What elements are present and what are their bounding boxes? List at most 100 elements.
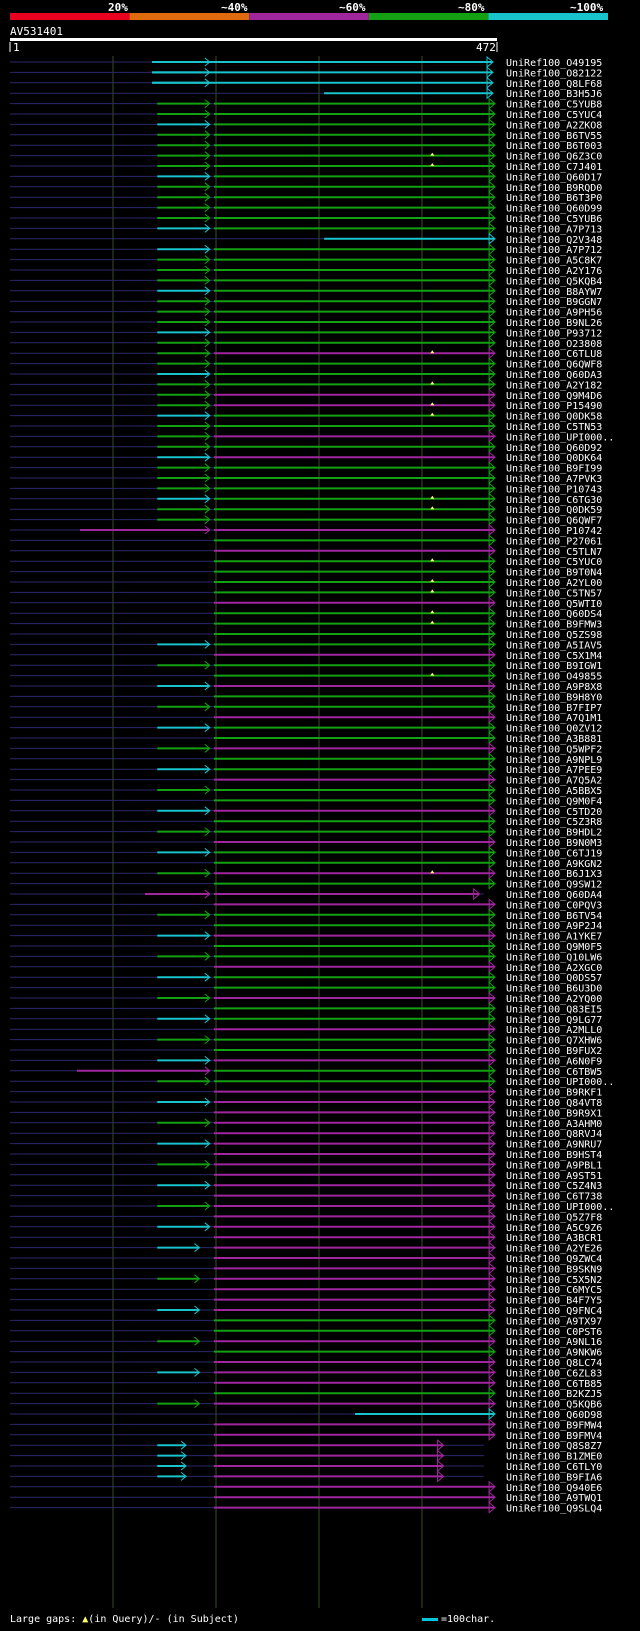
hit-label[interactable]: UniRef100_Q5KQB6 xyxy=(506,1400,602,1411)
hit-row[interactable]: UniRef100_C5TLN7 xyxy=(10,544,602,558)
hit-label[interactable]: UniRef100_C7J401 xyxy=(506,162,602,173)
hit-row[interactable]: UniRef100_Q6Z3C0 xyxy=(10,149,602,163)
hit-row[interactable]: UniRef100_B6U3D0 xyxy=(10,981,602,995)
hit-label[interactable]: UniRef100_Q0ZV12 xyxy=(506,724,602,735)
hit-row[interactable]: UniRef100_B9NL26 xyxy=(10,315,602,329)
hit-label[interactable]: UniRef100_O23808 xyxy=(506,339,602,350)
hit-row[interactable]: UniRef100_C0PQV3 xyxy=(10,898,602,911)
hit-label[interactable]: UniRef100_C6TB85 xyxy=(506,1379,602,1390)
hit-label[interactable]: UniRef100_Q5KQB4 xyxy=(506,276,602,287)
hit-row[interactable]: UniRef100_Q0DK59 xyxy=(10,503,602,516)
hit-row[interactable]: UniRef100_A9KGN2 xyxy=(10,856,602,870)
hit-row[interactable]: UniRef100_A2Y176 xyxy=(10,263,602,277)
hit-row[interactable]: UniRef100_B9IGW1 xyxy=(10,659,602,672)
hit-label[interactable]: UniRef100_C6TG30 xyxy=(506,495,602,506)
hit-row[interactable]: UniRef100_A6N0F9 xyxy=(10,1054,602,1067)
hit-label[interactable]: UniRef100_B9H8Y0 xyxy=(506,692,602,703)
hit-label[interactable]: UniRef100_B9R9X1 xyxy=(506,1108,602,1119)
hit-row[interactable]: UniRef100_Q7XHW6 xyxy=(10,1033,602,1047)
hit-row[interactable]: UniRef100_B9FMW4 xyxy=(10,1418,602,1431)
hit-label[interactable]: UniRef100_Q9M0F5 xyxy=(506,942,602,953)
hit-row[interactable]: UniRef100_Q0ZV12 xyxy=(10,721,602,735)
hit-label[interactable]: UniRef100_B9NL26 xyxy=(506,318,602,329)
hit-row[interactable]: UniRef100_C7J401 xyxy=(10,159,602,173)
hit-label[interactable]: UniRef100_Q60D98 xyxy=(506,1410,602,1421)
hit-row[interactable]: UniRef100_A5C8K7 xyxy=(10,253,602,267)
hit-row[interactable]: UniRef100_A9P2J4 xyxy=(10,919,602,932)
hit-label[interactable]: UniRef100_C6TBW5 xyxy=(506,1067,602,1078)
hit-row[interactable]: UniRef100_Q9FNC4 xyxy=(10,1303,602,1317)
hit-row[interactable]: UniRef100_UPI000.. xyxy=(10,430,614,443)
hit-label[interactable]: UniRef100_Q0DS57 xyxy=(506,973,602,984)
hit-label[interactable]: UniRef100_Q5ZS98 xyxy=(506,630,602,641)
hit-label[interactable]: UniRef100_B9FUX2 xyxy=(506,1046,602,1057)
hit-label[interactable]: UniRef100_A9NKW6 xyxy=(506,1348,602,1359)
hit-row[interactable]: UniRef100_B8AYW7 xyxy=(10,284,602,298)
hit-row[interactable]: UniRef100_Q60D99 xyxy=(10,201,602,215)
hit-row[interactable]: UniRef100_B4F7Y5 xyxy=(10,1293,602,1307)
hit-row[interactable]: UniRef100_Q8LF68 xyxy=(10,76,602,90)
hit-row[interactable]: UniRef100_Q9M0F4 xyxy=(10,794,602,807)
hit-row[interactable]: UniRef100_A7P712 xyxy=(10,243,602,256)
hit-label[interactable]: UniRef100_A9ST51 xyxy=(506,1171,602,1182)
hit-label[interactable]: UniRef100_A7PVK3 xyxy=(506,474,602,485)
hit-label[interactable]: UniRef100_Q84VT8 xyxy=(506,1098,602,1109)
hit-label[interactable]: UniRef100_Q60DA4 xyxy=(506,890,602,901)
hit-label[interactable]: UniRef100_A5BBX5 xyxy=(506,786,602,797)
hit-label[interactable]: UniRef100_A5C8K7 xyxy=(506,256,602,267)
hit-label[interactable]: UniRef100_C6TJ19 xyxy=(506,848,602,859)
hit-label[interactable]: UniRef100_A2Y182 xyxy=(506,380,602,391)
hit-row[interactable]: UniRef100_A7Q1M1 xyxy=(10,711,602,724)
hit-label[interactable]: UniRef100_B9FMW3 xyxy=(506,620,602,631)
hit-row[interactable]: UniRef100_Q84VT8 xyxy=(10,1095,602,1109)
hit-label[interactable]: UniRef100_A9NL16 xyxy=(506,1337,602,1348)
hit-label[interactable]: UniRef100_A9KGN2 xyxy=(506,859,602,870)
hit-label[interactable]: UniRef100_Q9ZWC4 xyxy=(506,1254,602,1265)
hit-label[interactable]: UniRef100_Q7XHW6 xyxy=(506,1036,602,1047)
hit-row[interactable]: UniRef100_C5YUC0 xyxy=(10,555,602,568)
hit-label[interactable]: UniRef100_A2Y176 xyxy=(506,266,602,277)
hit-row[interactable]: UniRef100_C5YUB8 xyxy=(10,97,602,111)
hit-label[interactable]: UniRef100_O49195 xyxy=(506,58,602,69)
hit-row[interactable]: UniRef100_C6TBW5 xyxy=(10,1064,602,1078)
hit-label[interactable]: UniRef100_Q9LG77 xyxy=(506,1015,602,1026)
hit-label[interactable]: UniRef100_Q5WPF2 xyxy=(506,744,602,755)
hit-row[interactable]: UniRef100_C6T738 xyxy=(10,1189,602,1203)
hit-row[interactable]: UniRef100_C5TD20 xyxy=(10,804,602,818)
hit-label[interactable]: UniRef100_A2XGC0 xyxy=(506,963,602,974)
hit-row[interactable]: UniRef100_B3H5J6 xyxy=(10,87,602,100)
hit-label[interactable]: UniRef100_C5X1M4 xyxy=(506,651,602,662)
hit-row[interactable]: UniRef100_B1ZME0 xyxy=(10,1449,602,1463)
hit-label[interactable]: UniRef100_A7Q5A2 xyxy=(506,776,602,787)
hit-label[interactable]: UniRef100_A9PBL1 xyxy=(506,1160,602,1171)
hit-row[interactable]: UniRef100_P27061 xyxy=(10,534,602,547)
hit-row[interactable]: UniRef100_A3AHM0 xyxy=(10,1116,602,1130)
hit-label[interactable]: UniRef100_B6TV54 xyxy=(506,911,602,922)
hit-label[interactable]: UniRef100_A5IAV5 xyxy=(506,640,602,651)
hit-row[interactable]: UniRef100_O49855 xyxy=(10,669,602,683)
hit-label[interactable]: UniRef100_P10743 xyxy=(506,484,602,495)
hit-label[interactable]: UniRef100_Q8LC74 xyxy=(506,1358,602,1369)
hit-row[interactable]: UniRef100_C5TN53 xyxy=(10,419,602,433)
hit-row[interactable]: UniRef100_B9FMV4 xyxy=(10,1428,602,1442)
hit-row[interactable]: UniRef100_B9H8Y0 xyxy=(10,690,602,703)
hit-label[interactable]: UniRef100_Q0DK59 xyxy=(506,505,602,516)
hit-label[interactable]: UniRef100_C5YUC0 xyxy=(506,557,602,568)
hit-row[interactable]: UniRef100_B6T003 xyxy=(10,139,602,152)
hit-label[interactable]: UniRef100_C5YUB8 xyxy=(506,100,602,111)
hit-row[interactable]: UniRef100_Q60D17 xyxy=(10,170,602,183)
hit-label[interactable]: UniRef100_P93712 xyxy=(506,328,602,339)
hit-row[interactable]: UniRef100_Q60DA3 xyxy=(10,367,602,381)
hit-label[interactable]: UniRef100_B9T0N4 xyxy=(506,568,602,579)
hit-label[interactable]: UniRef100_Q5WTI0 xyxy=(506,599,602,610)
hit-label[interactable]: UniRef100_A9P8X8 xyxy=(506,682,602,693)
hit-label[interactable]: UniRef100_Q2V348 xyxy=(506,235,602,246)
hit-row[interactable]: UniRef100_C5X5N2 xyxy=(10,1272,602,1286)
hit-row[interactable]: UniRef100_UPI000.. xyxy=(10,1075,614,1088)
hit-row[interactable]: UniRef100_Q0DK64 xyxy=(10,451,602,464)
hit-label[interactable]: UniRef100_C5TN57 xyxy=(506,588,602,599)
hit-label[interactable]: UniRef100_O82122 xyxy=(506,68,602,79)
hit-row[interactable]: UniRef100_C5YUB6 xyxy=(10,211,602,225)
hit-label[interactable]: UniRef100_O49855 xyxy=(506,672,602,683)
hit-row[interactable]: UniRef100_P15490 xyxy=(10,399,602,412)
